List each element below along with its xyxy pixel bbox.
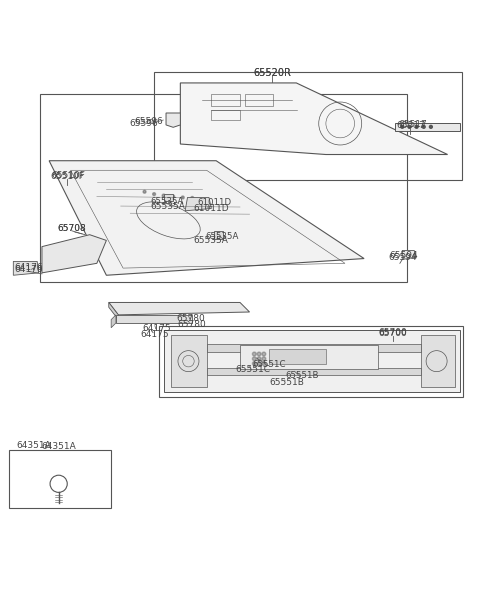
Text: 64176: 64176 xyxy=(14,263,43,272)
Text: 65596: 65596 xyxy=(129,119,158,128)
Text: 64175: 64175 xyxy=(141,330,169,339)
Text: 65535A: 65535A xyxy=(151,197,184,206)
Text: 61011D: 61011D xyxy=(197,198,231,207)
Text: 65708: 65708 xyxy=(58,224,86,233)
Polygon shape xyxy=(171,335,206,387)
Text: 65708: 65708 xyxy=(58,224,86,233)
Text: 65780: 65780 xyxy=(177,314,205,323)
Bar xyxy=(211,94,240,106)
Circle shape xyxy=(172,195,175,198)
Polygon shape xyxy=(180,83,447,154)
Bar xyxy=(214,231,223,239)
Polygon shape xyxy=(42,235,107,273)
Bar xyxy=(154,72,462,180)
Polygon shape xyxy=(49,161,364,275)
Polygon shape xyxy=(421,335,455,387)
Circle shape xyxy=(252,357,256,361)
Text: 65535A: 65535A xyxy=(150,201,185,210)
Circle shape xyxy=(252,352,256,356)
Text: 65594: 65594 xyxy=(389,251,418,260)
Circle shape xyxy=(257,357,261,361)
Text: 64351A: 64351A xyxy=(41,441,76,450)
Circle shape xyxy=(408,125,411,128)
Polygon shape xyxy=(206,368,421,376)
Text: 65510F: 65510F xyxy=(51,171,85,180)
Text: 64351A: 64351A xyxy=(16,441,51,450)
Circle shape xyxy=(262,352,266,356)
Text: 65510F: 65510F xyxy=(50,172,84,181)
Circle shape xyxy=(262,357,266,361)
Text: 64176: 64176 xyxy=(14,265,43,274)
Circle shape xyxy=(181,196,184,199)
Text: 65700: 65700 xyxy=(378,329,407,338)
Circle shape xyxy=(422,125,425,128)
Circle shape xyxy=(257,362,261,365)
Polygon shape xyxy=(185,197,211,211)
Polygon shape xyxy=(269,349,326,364)
Polygon shape xyxy=(116,315,192,323)
Text: 65517: 65517 xyxy=(396,121,425,130)
Bar xyxy=(245,94,274,106)
Text: 65551B: 65551B xyxy=(269,378,304,387)
Polygon shape xyxy=(395,122,459,131)
Polygon shape xyxy=(240,346,378,369)
Polygon shape xyxy=(13,262,38,275)
Circle shape xyxy=(262,362,266,365)
Polygon shape xyxy=(111,315,116,328)
Circle shape xyxy=(153,193,156,195)
Circle shape xyxy=(257,352,261,356)
Bar xyxy=(164,194,173,201)
Circle shape xyxy=(191,197,194,200)
Circle shape xyxy=(415,125,418,128)
Text: 65594: 65594 xyxy=(388,253,417,262)
Text: 65780: 65780 xyxy=(177,320,206,329)
Text: 65517: 65517 xyxy=(399,120,428,129)
Polygon shape xyxy=(109,303,250,315)
Text: 64175: 64175 xyxy=(142,324,171,333)
Circle shape xyxy=(162,194,165,197)
Text: 65551C: 65551C xyxy=(253,360,287,369)
Text: 61011D: 61011D xyxy=(193,204,229,213)
Circle shape xyxy=(143,191,146,193)
Circle shape xyxy=(252,362,256,365)
Bar xyxy=(39,94,407,282)
Polygon shape xyxy=(109,303,118,320)
Text: 65520R: 65520R xyxy=(253,68,291,78)
Text: 65535A: 65535A xyxy=(205,232,239,241)
Text: 65520R: 65520R xyxy=(253,68,291,78)
Polygon shape xyxy=(206,344,421,352)
Bar xyxy=(159,326,463,397)
Polygon shape xyxy=(164,330,459,392)
Text: 65596: 65596 xyxy=(134,117,163,126)
Text: 65551C: 65551C xyxy=(235,365,270,374)
Text: 65551B: 65551B xyxy=(285,371,319,380)
Bar xyxy=(9,450,111,508)
Bar xyxy=(211,110,240,120)
Circle shape xyxy=(401,125,404,128)
Text: 65700: 65700 xyxy=(378,329,407,338)
Polygon shape xyxy=(166,113,180,127)
Text: 65535A: 65535A xyxy=(193,236,228,245)
Polygon shape xyxy=(402,250,417,259)
Circle shape xyxy=(430,125,432,128)
